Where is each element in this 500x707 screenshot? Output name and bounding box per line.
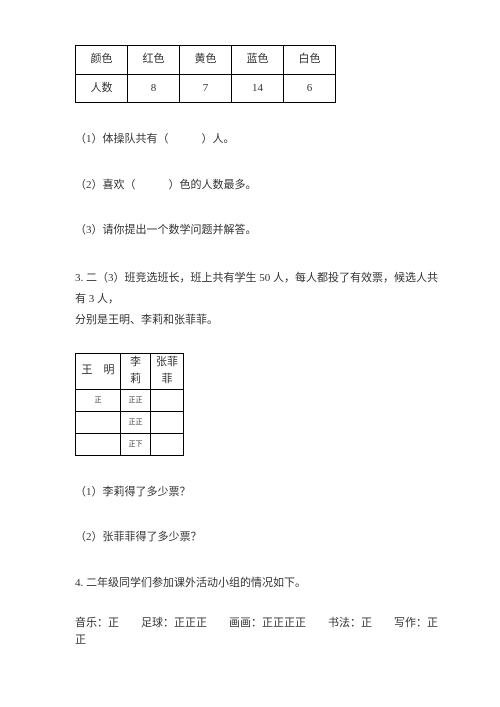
tally-cell: 正正 (121, 411, 151, 433)
header-cell: 黄色 (180, 46, 232, 75)
table-header-row: 颜色 红色 黄色 蓝色 白色 (76, 46, 336, 75)
question-1: （1）体操队共有（ ）人。 (75, 131, 440, 149)
header-cell: 蓝色 (232, 46, 284, 75)
tally-table: 王 明 李 莉 张菲菲 正 正正 正正 正下 (75, 353, 184, 456)
sub-question-2: （2）张菲菲得了多少票？ (75, 529, 440, 547)
tally-row: 正下 (76, 433, 184, 455)
data-cell: 8 (128, 74, 180, 103)
tally-row: 正 正正 (76, 389, 184, 411)
header-cell: 红色 (128, 46, 180, 75)
tally-header: 李 莉 (121, 353, 151, 389)
data-cell: 14 (232, 74, 284, 103)
tally-header: 张菲菲 (151, 353, 184, 389)
problem-4-activities: 音乐：正 足球：正正正 画画：正正正正 书法：正 写作：正正 (75, 615, 440, 650)
header-cell: 白色 (284, 46, 336, 75)
tally-cell: 正下 (121, 433, 151, 455)
tally-cell (76, 411, 121, 433)
data-cell: 7 (180, 74, 232, 103)
tally-cell (76, 433, 121, 455)
problem-3-line2: 分别是王明、李莉和张菲菲。 (75, 314, 218, 326)
tally-cell: 正 (76, 389, 121, 411)
tally-cell (151, 389, 184, 411)
problem-4-intro: 4. 二年级同学们参加课外活动小组的情况如下。 (75, 575, 440, 593)
tally-header-row: 王 明 李 莉 张菲菲 (76, 353, 184, 389)
question-2: （2）喜欢（ ）色的人数最多。 (75, 177, 440, 195)
tally-cell: 正正 (121, 389, 151, 411)
problem-3-line1: 3. 二（3）班竞选班长，班上共有学生 50 人，每人都投了有效票，候选人共有 … (75, 272, 438, 305)
question-3: （3）请你提出一个数学问题并解答。 (75, 222, 440, 240)
problem-3-intro: 3. 二（3）班竞选班长，班上共有学生 50 人，每人都投了有效票，候选人共有 … (75, 268, 440, 331)
tally-row: 正正 (76, 411, 184, 433)
header-cell: 颜色 (76, 46, 128, 75)
tally-cell (151, 433, 184, 455)
row-label-cell: 人数 (76, 74, 128, 103)
tally-header: 王 明 (76, 353, 121, 389)
color-table: 颜色 红色 黄色 蓝色 白色 人数 8 7 14 6 (75, 45, 336, 103)
sub-question-1: （1）李莉得了多少票？ (75, 484, 440, 502)
table-data-row: 人数 8 7 14 6 (76, 74, 336, 103)
tally-cell (151, 411, 184, 433)
data-cell: 6 (284, 74, 336, 103)
